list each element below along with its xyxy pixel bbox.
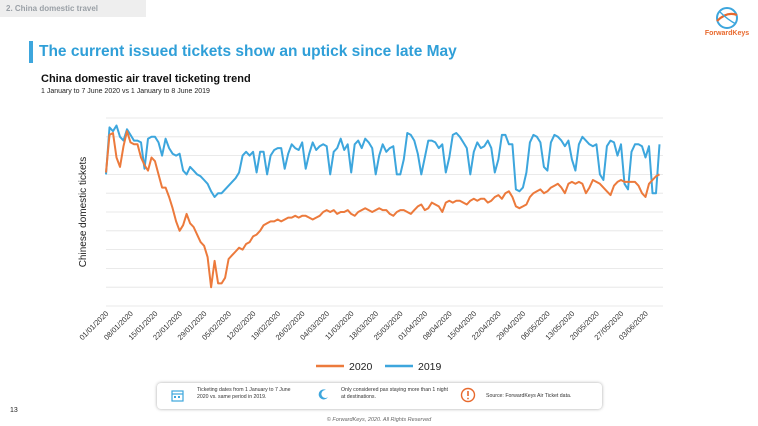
legend-label-2019: 2019 bbox=[418, 361, 442, 373]
warning-icon bbox=[460, 387, 476, 403]
moon-icon bbox=[318, 389, 328, 400]
series-line-2020 bbox=[105, 130, 660, 289]
copyright: © ForwardKeys, 2020. All Rights Reserved bbox=[326, 417, 432, 423]
globe-icon bbox=[716, 7, 738, 29]
footnote-box: Ticketing dates from 1 January to 7 June… bbox=[157, 383, 602, 409]
section-label: 2. China domestic travel bbox=[0, 0, 146, 17]
footnote-dates: Ticketing dates from 1 January to 7 June… bbox=[197, 387, 291, 400]
legend: 2020 2019 bbox=[316, 361, 442, 373]
x-tick-labels: 01/01/202008/01/202015/01/202022/01/2020… bbox=[78, 309, 650, 342]
series-lines bbox=[105, 124, 661, 289]
footnote-source: Source: ForwardKeys Air Ticket data. bbox=[486, 393, 572, 399]
chart-subtitle: 1 January to 7 June 2020 vs 1 January to… bbox=[41, 88, 210, 95]
page-title: The current issued tickets show an uptic… bbox=[39, 43, 457, 60]
y-axis-label: Chinese domestic tickets bbox=[78, 157, 89, 268]
series-line-2019 bbox=[105, 124, 661, 198]
title-accent-bar bbox=[29, 41, 33, 63]
logo-text: ForwardKeys bbox=[704, 30, 750, 37]
legend-label-2020: 2020 bbox=[349, 361, 373, 373]
footnote-stay: Only considered pax staying more than 1 … bbox=[341, 387, 448, 400]
page-number: 13 bbox=[10, 407, 18, 414]
chart-title: China domestic air travel ticketing tren… bbox=[41, 73, 251, 85]
gridlines bbox=[106, 117, 663, 307]
calendar-icon bbox=[171, 390, 184, 402]
forwardkeys-logo: ForwardKeys bbox=[702, 6, 752, 42]
